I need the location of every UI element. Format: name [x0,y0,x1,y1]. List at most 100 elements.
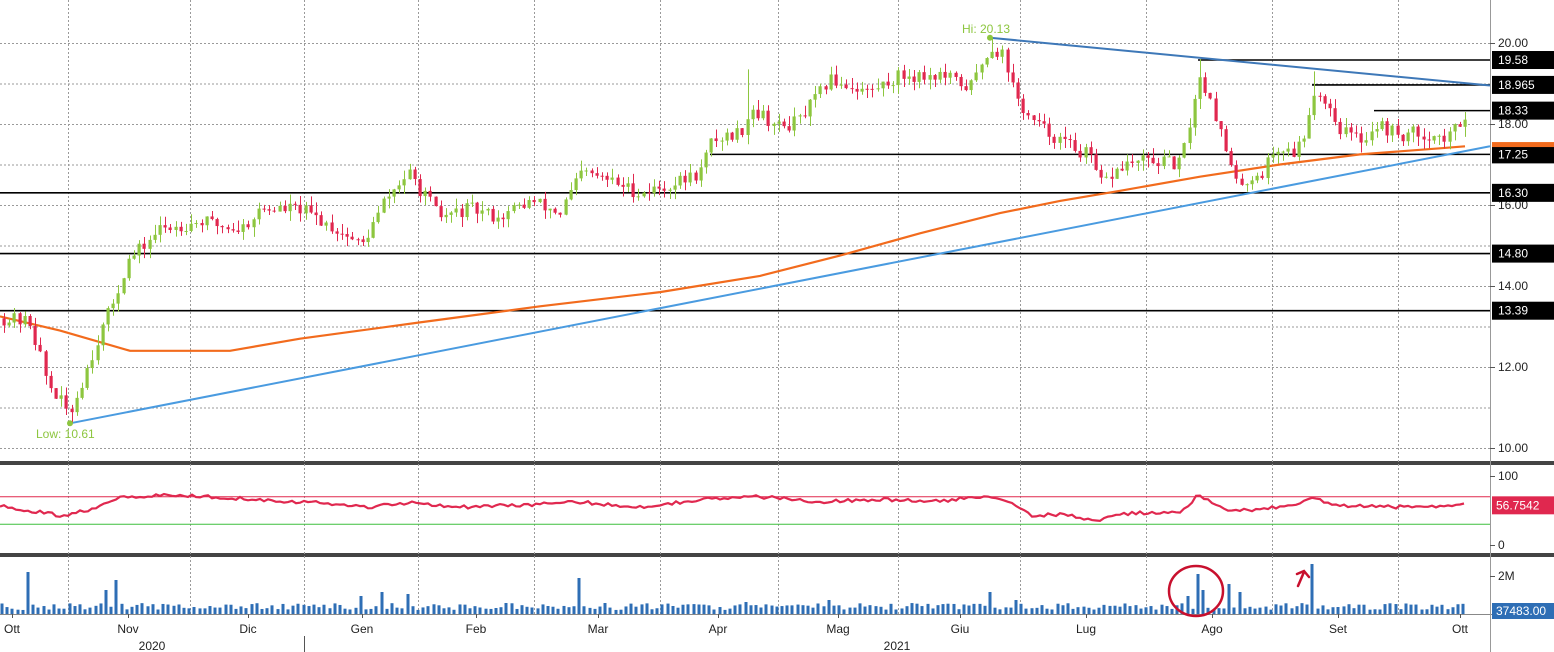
candle-body [142,243,146,249]
candle-body [558,212,562,215]
candle-body [1037,120,1041,122]
volume-bar [572,606,576,614]
volume-bar [499,607,503,614]
candle-body [522,204,526,208]
candle-body [1432,136,1436,141]
candle-body [1188,127,1192,144]
volume-bar [785,605,789,614]
y-tick-label: 12.00 [1498,360,1528,374]
volume-bar [1191,608,1195,614]
candle-body [1271,154,1275,158]
volume-bar [234,608,238,614]
volume-bar [473,606,477,614]
volume-bar [198,608,202,614]
volume-bar [125,609,129,614]
candle-body [777,121,781,124]
candle-body [673,185,677,190]
candle-body [1448,131,1452,142]
candle-body [1323,96,1327,104]
candle-body [626,183,630,187]
support-trendline [69,145,1491,425]
volume-bar [744,602,748,614]
volume-bar [1035,607,1039,614]
candle-body [1000,49,1004,57]
volume-bar [1071,608,1075,614]
volume-bar [832,605,836,614]
volume-bar [593,608,597,614]
candle-body [1032,115,1036,121]
volume-bar [650,609,654,614]
volume-bar [588,607,592,614]
volume-bar [21,609,25,614]
volume-bar [926,603,930,614]
volume-bar [5,607,9,614]
x-year-label: 2021 [884,639,911,652]
candle-body [1198,77,1202,99]
candle-body [1416,126,1420,137]
volume-bar [68,603,72,614]
candle-body [1063,136,1067,140]
volume-bar [31,604,35,614]
candle-body [356,239,360,241]
candle-body [1453,124,1457,132]
candle-body [1307,115,1311,139]
volume-bar [1128,606,1132,614]
volume-bar [463,604,467,614]
volume-bar [993,607,997,614]
volume-bar [10,608,14,614]
volume-bar [276,609,280,614]
low-annotation: Low: 10.61 [36,427,95,441]
volume-bar [567,607,571,614]
candle-body [964,86,968,91]
volume-bar [827,600,831,614]
candle-body [740,128,744,136]
candle-body [574,178,578,191]
volume-bar [634,606,638,614]
volume-bar [250,604,254,614]
volume-bar [790,605,794,614]
candle-body [1162,156,1166,167]
candle-body [1120,168,1124,171]
candle-body [995,51,999,57]
candle-body [532,200,536,203]
x-month-label: Ott [4,622,21,636]
candle-body [179,226,183,232]
volume-bar [697,604,701,614]
candle-body [517,204,521,206]
candle-body [928,75,932,80]
candle-body [38,344,42,352]
volume-bar [1139,608,1143,614]
candle-body [1047,123,1051,137]
volume-bar [972,603,976,614]
volume-bar [83,609,87,614]
volume-bar [848,607,852,614]
candle-body [896,70,900,86]
candle-body [1375,129,1379,132]
candle-body [1104,176,1108,178]
volume-bar [192,607,196,614]
candle-body [200,223,204,226]
volume-bar [998,609,1002,614]
candle-body [865,88,869,90]
volume-bar [676,607,680,614]
volume-bar [780,606,784,614]
volume-bar [151,604,155,614]
candle-body [886,81,890,86]
candle-body [205,216,209,226]
resistance-trendline [989,36,1491,87]
candle-body [408,169,412,180]
volume-bar [426,606,430,614]
volume-bar [582,606,586,614]
candle-body [1006,49,1010,73]
volume-bar [16,609,20,614]
candle-body [506,211,510,220]
candle-body [1151,157,1155,164]
volume-bar [1040,605,1044,614]
volume-bar [681,604,685,614]
candle-body [12,313,16,323]
volume-bar [36,607,40,614]
volume-bar [640,604,644,614]
candle-body [1406,132,1410,142]
volume-bar [302,604,306,614]
candle-body [985,58,989,65]
